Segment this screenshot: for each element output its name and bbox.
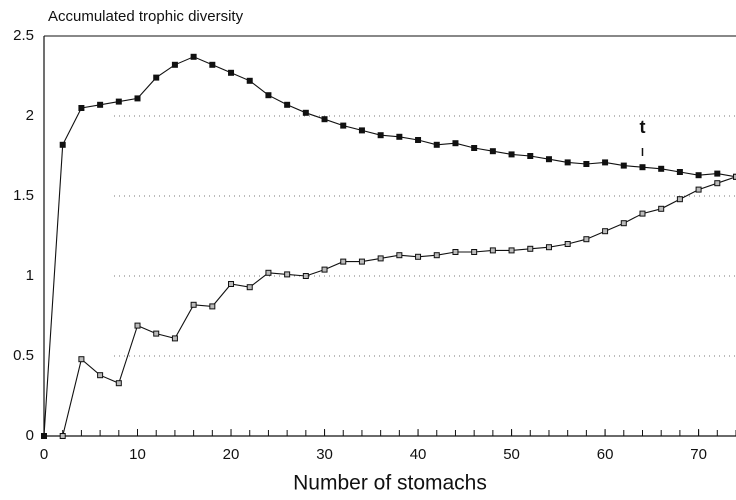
data-point [78, 356, 85, 363]
data-point [415, 253, 422, 260]
data-point [676, 196, 683, 203]
data-point [302, 109, 309, 116]
x-tick-label: 20 [223, 446, 240, 463]
data-point [246, 284, 253, 291]
data-point [733, 173, 736, 180]
data-point [489, 247, 496, 254]
data-point [228, 281, 235, 287]
data-point [695, 172, 702, 179]
data-point [59, 433, 66, 439]
annotation: t [639, 117, 645, 137]
data-point [115, 98, 122, 105]
x-tick-label: 50 [503, 446, 520, 463]
data-point [302, 273, 309, 279]
x-axis-label: Number of stomachs [293, 472, 487, 495]
data-point [190, 301, 197, 308]
data-point [321, 266, 328, 273]
data-point [321, 116, 328, 123]
data-point [583, 161, 590, 167]
data-point [695, 186, 702, 193]
x-tick-label: 60 [597, 446, 614, 463]
data-point [153, 330, 160, 337]
data-point [340, 258, 347, 265]
data-point [171, 335, 178, 342]
y-tick-label: 2.5 [13, 27, 34, 44]
data-point [527, 153, 534, 159]
data-point [358, 127, 365, 134]
chart-title: Accumulated trophic diversity [48, 8, 244, 25]
y-tick-label: 1.5 [13, 187, 34, 204]
data-point [602, 228, 609, 235]
y-tick-label: 2 [26, 107, 34, 124]
data-point [658, 165, 665, 172]
data-point [59, 141, 66, 148]
x-tick-label: 0 [40, 446, 48, 463]
data-point [265, 92, 272, 99]
data-point [284, 101, 291, 108]
data-point [527, 245, 534, 252]
y-tick-label: 0 [26, 427, 34, 444]
x-tick-label: 30 [316, 446, 333, 463]
data-point [508, 247, 515, 254]
data-point [97, 372, 104, 379]
data-point [489, 148, 496, 155]
x-tick-label: 40 [410, 446, 427, 463]
data-point [396, 133, 403, 140]
x-tick-label: 10 [129, 446, 146, 463]
data-point [115, 380, 122, 387]
data-point [433, 141, 440, 148]
data-point [545, 244, 552, 251]
data-point [639, 210, 646, 217]
data-point [358, 258, 365, 265]
data-point [396, 252, 403, 259]
y-tick-label: 1 [26, 267, 34, 284]
data-point [471, 145, 478, 151]
data-point [171, 61, 178, 68]
data-point [153, 74, 160, 81]
data-point [564, 159, 571, 166]
data-point [340, 122, 347, 129]
data-point [639, 164, 646, 171]
data-point [508, 151, 515, 158]
data-point [452, 140, 459, 147]
data-point [97, 101, 104, 108]
data-point [228, 69, 235, 76]
data-point [676, 169, 683, 175]
data-point [583, 236, 590, 243]
data-point [545, 156, 552, 163]
data-point [714, 170, 721, 177]
data-point [209, 303, 216, 310]
data-point [134, 322, 141, 329]
data-point [209, 61, 216, 68]
data-point [433, 252, 440, 259]
data-point [134, 95, 141, 102]
data-point [377, 255, 384, 262]
data-point [602, 159, 609, 166]
data-point [246, 77, 253, 84]
data-point [41, 433, 47, 439]
data-point [564, 241, 571, 247]
data-point [620, 162, 627, 169]
data-point [78, 105, 85, 111]
data-point [415, 137, 422, 143]
series-line [62, 176, 736, 437]
data-point [714, 180, 721, 187]
x-tick-label: 70 [690, 446, 707, 463]
data-point [284, 271, 291, 278]
y-tick-label: 0.5 [13, 347, 34, 364]
data-point [190, 53, 197, 60]
data-point [265, 269, 272, 276]
data-point [452, 249, 459, 255]
data-point [658, 205, 665, 212]
series-line [43, 56, 736, 437]
data-point [377, 132, 384, 139]
data-point [620, 220, 627, 227]
data-point [471, 249, 478, 255]
